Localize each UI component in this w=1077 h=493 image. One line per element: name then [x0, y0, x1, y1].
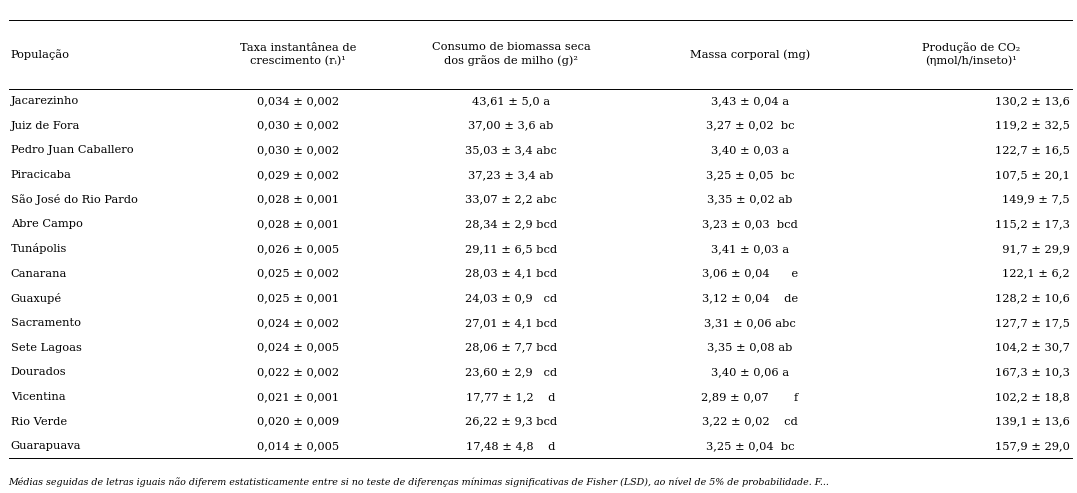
- Text: 0,020 ± 0,009: 0,020 ± 0,009: [257, 417, 339, 426]
- Text: 0,034 ± 0,002: 0,034 ± 0,002: [257, 96, 339, 106]
- Text: Juiz de Fora: Juiz de Fora: [11, 121, 80, 131]
- Text: 130,2 ± 13,6: 130,2 ± 13,6: [994, 96, 1069, 106]
- Text: 3,40 ± 0,06 a: 3,40 ± 0,06 a: [711, 367, 789, 377]
- Text: Jacarezinho: Jacarezinho: [11, 96, 79, 106]
- Text: 127,7 ± 17,5: 127,7 ± 17,5: [994, 318, 1069, 328]
- Text: Produção de CO₂
(ηmol/h/inseto)¹: Produção de CO₂ (ηmol/h/inseto)¹: [922, 42, 1020, 67]
- Text: 139,1 ± 13,6: 139,1 ± 13,6: [994, 417, 1069, 426]
- Text: 0,028 ± 0,001: 0,028 ± 0,001: [257, 219, 339, 229]
- Text: 3,23 ± 0,03  bcd: 3,23 ± 0,03 bcd: [702, 219, 798, 229]
- Text: 107,5 ± 20,1: 107,5 ± 20,1: [994, 170, 1069, 180]
- Text: 37,00 ± 3,6 ab: 37,00 ± 3,6 ab: [468, 121, 554, 131]
- Text: 3,06 ± 0,04      e: 3,06 ± 0,04 e: [702, 269, 798, 279]
- Text: 0,028 ± 0,001: 0,028 ± 0,001: [257, 195, 339, 205]
- Text: Canarana: Canarana: [11, 269, 67, 279]
- Text: 3,27 ± 0,02  bc: 3,27 ± 0,02 bc: [705, 121, 795, 131]
- Text: São José do Rio Pardo: São José do Rio Pardo: [11, 194, 138, 205]
- Text: 0,026 ± 0,005: 0,026 ± 0,005: [257, 244, 339, 254]
- Text: 0,024 ± 0,002: 0,024 ± 0,002: [257, 318, 339, 328]
- Text: 149,9 ± 7,5: 149,9 ± 7,5: [1002, 195, 1069, 205]
- Text: 3,41 ± 0,03 a: 3,41 ± 0,03 a: [711, 244, 789, 254]
- Text: Rio Verde: Rio Verde: [11, 417, 67, 426]
- Text: Sacramento: Sacramento: [11, 318, 81, 328]
- Text: 128,2 ± 10,6: 128,2 ± 10,6: [994, 293, 1069, 303]
- Text: 0,014 ± 0,005: 0,014 ± 0,005: [257, 441, 339, 451]
- Text: 104,2 ± 30,7: 104,2 ± 30,7: [994, 343, 1069, 352]
- Text: 122,1 ± 6,2: 122,1 ± 6,2: [1002, 269, 1069, 279]
- Text: 167,3 ± 10,3: 167,3 ± 10,3: [994, 367, 1069, 377]
- Text: Pedro Juan Caballero: Pedro Juan Caballero: [11, 145, 134, 155]
- Text: Tunápolis: Tunápolis: [11, 244, 67, 254]
- Text: 3,25 ± 0,05  bc: 3,25 ± 0,05 bc: [705, 170, 795, 180]
- Text: 28,03 ± 4,1 bcd: 28,03 ± 4,1 bcd: [465, 269, 557, 279]
- Text: 29,11 ± 6,5 bcd: 29,11 ± 6,5 bcd: [465, 244, 557, 254]
- Text: 28,34 ± 2,9 bcd: 28,34 ± 2,9 bcd: [465, 219, 557, 229]
- Text: População: População: [11, 49, 70, 60]
- Text: 91,7 ± 29,9: 91,7 ± 29,9: [994, 244, 1069, 254]
- Text: 43,61 ± 5,0 a: 43,61 ± 5,0 a: [472, 96, 550, 106]
- Text: 0,024 ± 0,005: 0,024 ± 0,005: [257, 343, 339, 352]
- Text: 0,025 ± 0,001: 0,025 ± 0,001: [257, 293, 339, 303]
- Text: 35,03 ± 3,4 abc: 35,03 ± 3,4 abc: [465, 145, 557, 155]
- Text: 3,40 ± 0,03 a: 3,40 ± 0,03 a: [711, 145, 789, 155]
- Text: 17,48 ± 4,8    d: 17,48 ± 4,8 d: [466, 441, 556, 451]
- Text: 0,022 ± 0,002: 0,022 ± 0,002: [257, 367, 339, 377]
- Text: 27,01 ± 4,1 bcd: 27,01 ± 4,1 bcd: [465, 318, 557, 328]
- Text: 119,2 ± 32,5: 119,2 ± 32,5: [994, 121, 1069, 131]
- Text: Consumo de biomassa seca
dos grãos de milho (g)²: Consumo de biomassa seca dos grãos de mi…: [432, 42, 590, 66]
- Text: Taxa instantânea de
crescimento (rᵢ)¹: Taxa instantânea de crescimento (rᵢ)¹: [240, 42, 356, 66]
- Text: 3,31 ± 0,06 abc: 3,31 ± 0,06 abc: [704, 318, 796, 328]
- Text: Dourados: Dourados: [11, 367, 67, 377]
- Text: 33,07 ± 2,2 abc: 33,07 ± 2,2 abc: [465, 195, 557, 205]
- Text: 0,025 ± 0,002: 0,025 ± 0,002: [257, 269, 339, 279]
- Text: 24,03 ± 0,9   cd: 24,03 ± 0,9 cd: [465, 293, 557, 303]
- Text: Massa corporal (mg): Massa corporal (mg): [690, 49, 810, 60]
- Text: 17,77 ± 1,2    d: 17,77 ± 1,2 d: [466, 392, 556, 402]
- Text: Abre Campo: Abre Campo: [11, 219, 83, 229]
- Text: Guaxupé: Guaxupé: [11, 293, 61, 304]
- Text: Piracicaba: Piracicaba: [11, 170, 72, 180]
- Text: 0,030 ± 0,002: 0,030 ± 0,002: [257, 121, 339, 131]
- Text: 115,2 ± 17,3: 115,2 ± 17,3: [994, 219, 1069, 229]
- Text: 0,029 ± 0,002: 0,029 ± 0,002: [257, 170, 339, 180]
- Text: 28,06 ± 7,7 bcd: 28,06 ± 7,7 bcd: [465, 343, 557, 352]
- Text: Vicentina: Vicentina: [11, 392, 66, 402]
- Text: 0,030 ± 0,002: 0,030 ± 0,002: [257, 145, 339, 155]
- Text: Médias seguidas de letras iguais não diferem estatisticamente entre si no teste : Médias seguidas de letras iguais não dif…: [9, 477, 829, 487]
- Text: 157,9 ± 29,0: 157,9 ± 29,0: [994, 441, 1069, 451]
- Text: Guarapuava: Guarapuava: [11, 441, 81, 451]
- Text: 37,23 ± 3,4 ab: 37,23 ± 3,4 ab: [468, 170, 554, 180]
- Text: 3,43 ± 0,04 a: 3,43 ± 0,04 a: [711, 96, 789, 106]
- Text: 122,7 ± 16,5: 122,7 ± 16,5: [994, 145, 1069, 155]
- Text: 23,60 ± 2,9   cd: 23,60 ± 2,9 cd: [465, 367, 557, 377]
- Text: 3,35 ± 0,02 ab: 3,35 ± 0,02 ab: [708, 195, 793, 205]
- Text: 3,25 ± 0,04  bc: 3,25 ± 0,04 bc: [705, 441, 795, 451]
- Text: 26,22 ± 9,3 bcd: 26,22 ± 9,3 bcd: [465, 417, 557, 426]
- Text: 3,12 ± 0,04    de: 3,12 ± 0,04 de: [702, 293, 798, 303]
- Text: 102,2 ± 18,8: 102,2 ± 18,8: [994, 392, 1069, 402]
- Text: 3,35 ± 0,08 ab: 3,35 ± 0,08 ab: [708, 343, 793, 352]
- Text: Sete Lagoas: Sete Lagoas: [11, 343, 82, 352]
- Text: 3,22 ± 0,02    cd: 3,22 ± 0,02 cd: [702, 417, 798, 426]
- Text: 0,021 ± 0,001: 0,021 ± 0,001: [257, 392, 339, 402]
- Text: 2,89 ± 0,07       f: 2,89 ± 0,07 f: [701, 392, 799, 402]
